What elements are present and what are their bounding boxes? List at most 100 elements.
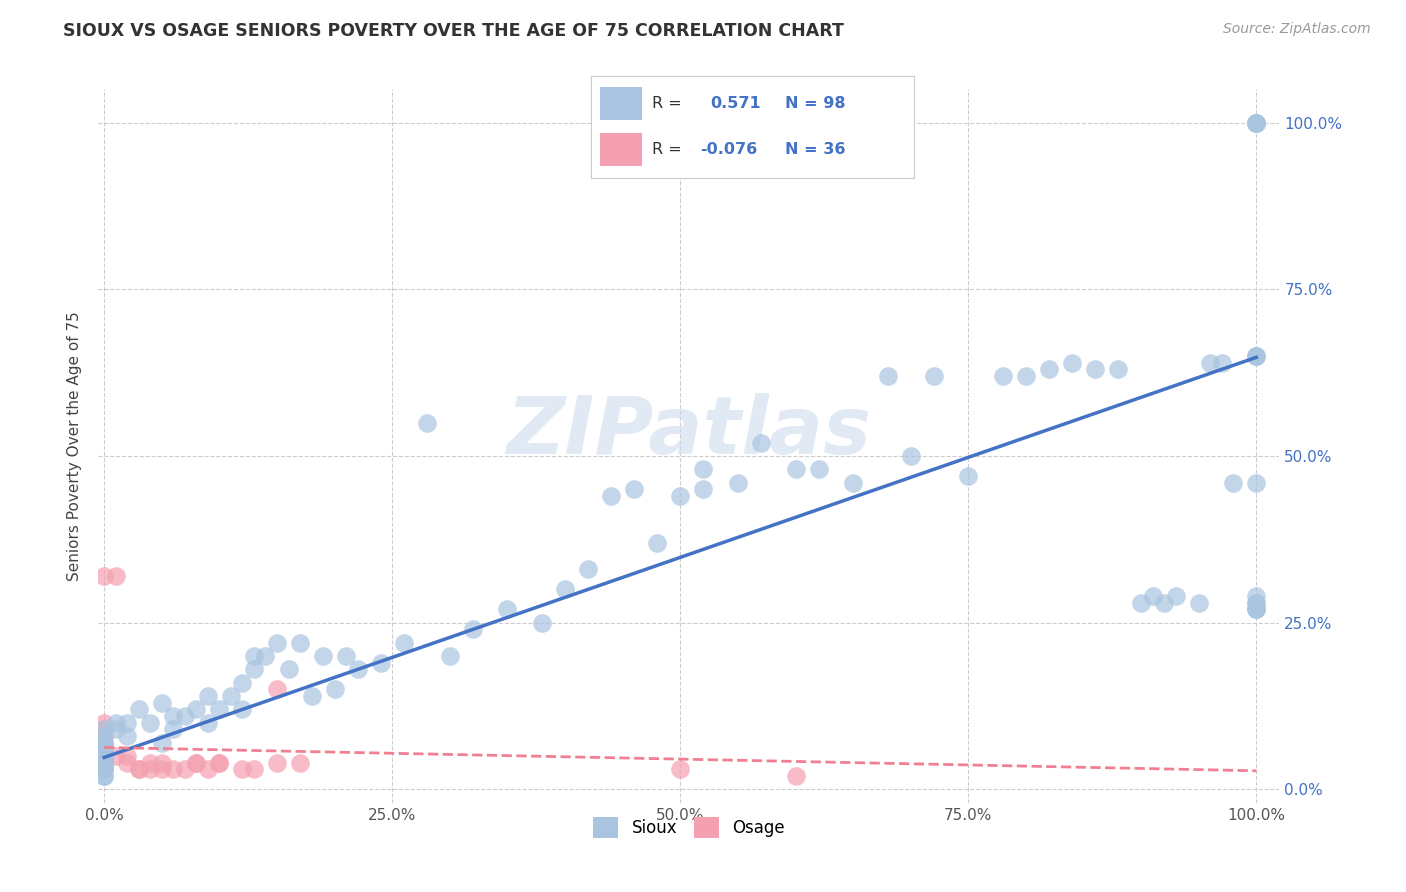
Point: [93, 742, 115, 756]
Point: [115, 715, 138, 730]
Text: N = 98: N = 98: [785, 96, 845, 111]
Point: [93, 729, 115, 743]
Point: [461, 623, 484, 637]
Point: [1153, 596, 1175, 610]
FancyBboxPatch shape: [600, 133, 643, 166]
Point: [93, 756, 115, 770]
Point: [197, 715, 219, 730]
Point: [93, 756, 115, 770]
Point: [1222, 475, 1244, 490]
Point: [335, 649, 357, 664]
Point: [1246, 589, 1268, 603]
Point: [93, 736, 115, 750]
Point: [1142, 589, 1164, 603]
Point: [1246, 602, 1268, 616]
Point: [1246, 349, 1268, 363]
Point: [139, 715, 162, 730]
Point: [93, 756, 115, 770]
Point: [301, 689, 323, 703]
Text: SIOUX VS OSAGE SENIORS POVERTY OVER THE AGE OF 75 CORRELATION CHART: SIOUX VS OSAGE SENIORS POVERTY OVER THE …: [63, 22, 844, 40]
Point: [991, 368, 1014, 383]
Point: [115, 756, 138, 770]
Point: [439, 649, 461, 664]
Point: [93, 736, 115, 750]
Point: [208, 756, 231, 770]
Point: [104, 715, 127, 730]
Point: [208, 756, 231, 770]
Point: [554, 582, 576, 597]
Point: [104, 723, 127, 737]
Point: [1246, 602, 1268, 616]
Point: [1130, 596, 1153, 610]
Point: [186, 702, 208, 716]
Text: -0.076: -0.076: [700, 142, 758, 157]
Point: [576, 562, 599, 576]
Point: [1084, 362, 1107, 376]
Point: [128, 763, 150, 777]
Point: [93, 749, 115, 764]
Point: [93, 742, 115, 756]
Point: [1211, 356, 1233, 370]
Point: [243, 649, 266, 664]
Point: [496, 602, 519, 616]
Point: [197, 763, 219, 777]
Point: [186, 756, 208, 770]
Point: [266, 636, 288, 650]
Point: [93, 715, 115, 730]
Point: [93, 769, 115, 783]
Point: [1107, 362, 1129, 376]
Point: [669, 763, 692, 777]
Point: [1246, 596, 1268, 610]
Point: [128, 702, 150, 716]
Point: [243, 763, 266, 777]
Y-axis label: Seniors Poverty Over the Age of 75: Seniors Poverty Over the Age of 75: [67, 311, 83, 581]
Point: [173, 763, 195, 777]
Text: Source: ZipAtlas.com: Source: ZipAtlas.com: [1223, 22, 1371, 37]
Point: [197, 689, 219, 703]
Point: [600, 489, 623, 503]
Point: [1188, 596, 1211, 610]
FancyBboxPatch shape: [600, 87, 643, 120]
Point: [186, 756, 208, 770]
Point: [669, 489, 692, 503]
Point: [1246, 602, 1268, 616]
Point: [128, 763, 150, 777]
Point: [208, 702, 231, 716]
Point: [139, 756, 162, 770]
Point: [346, 662, 368, 676]
Point: [231, 702, 253, 716]
Point: [1199, 356, 1222, 370]
Point: [392, 636, 415, 650]
Point: [749, 435, 772, 450]
Point: [957, 469, 980, 483]
Text: R =: R =: [652, 142, 688, 157]
Point: [93, 763, 115, 777]
Point: [254, 649, 277, 664]
Text: R =: R =: [652, 96, 688, 111]
Point: [266, 756, 288, 770]
Point: [93, 763, 115, 777]
Point: [1060, 356, 1083, 370]
Point: [692, 483, 714, 497]
Text: ZIPatlas: ZIPatlas: [506, 392, 872, 471]
Point: [645, 535, 668, 549]
Point: [1246, 349, 1268, 363]
Point: [115, 749, 138, 764]
Point: [623, 483, 645, 497]
Point: [93, 763, 115, 777]
Point: [93, 749, 115, 764]
Point: [727, 475, 749, 490]
Point: [1246, 596, 1268, 610]
Point: [93, 749, 115, 764]
Point: [266, 682, 288, 697]
Point: [162, 723, 184, 737]
Point: [288, 756, 311, 770]
Point: [842, 475, 865, 490]
Point: [93, 749, 115, 764]
Point: [115, 729, 138, 743]
Point: [288, 636, 311, 650]
Point: [93, 769, 115, 783]
Point: [231, 763, 253, 777]
Point: [93, 756, 115, 770]
Point: [323, 682, 346, 697]
